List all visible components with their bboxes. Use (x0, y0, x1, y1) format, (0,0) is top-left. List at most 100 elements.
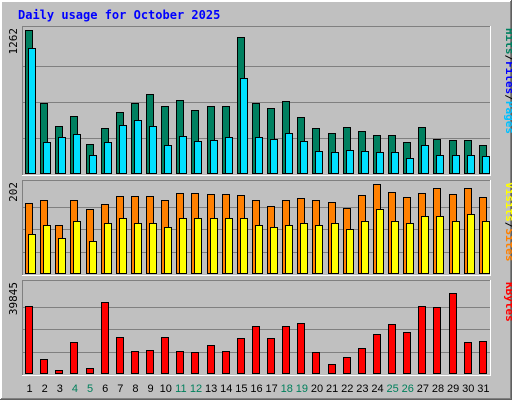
legend-part: Sites (503, 228, 512, 261)
chart-panels: 1262Hits/Files/Pages202Visits/Sites39845… (7, 26, 512, 376)
bar-visits-day-30 (467, 214, 475, 274)
bar-visits-day-20 (315, 225, 323, 274)
bar-files-day-24 (376, 152, 384, 174)
bar-files-day-12 (194, 141, 202, 174)
bar-visits-day-9 (149, 223, 157, 274)
bar-files-day-10 (164, 145, 172, 174)
bar-kbytes-day-23 (358, 348, 366, 374)
bar-visits-day-25 (391, 221, 399, 274)
day-label-15: 15 (235, 383, 247, 395)
bar-files-day-2 (43, 142, 51, 174)
bar-visits-day-31 (482, 221, 490, 274)
bar-visits-day-10 (164, 227, 172, 274)
day-label-22: 22 (341, 383, 353, 395)
day-label-6: 6 (102, 383, 108, 395)
bar-kbytes-day-27 (418, 306, 426, 374)
bar-files-day-8 (134, 120, 142, 174)
bar-files-day-14 (225, 137, 233, 174)
day-label-17: 17 (266, 383, 278, 395)
bar-files-day-3 (58, 137, 66, 174)
bar-kbytes-day-4 (70, 342, 78, 374)
bar-visits-day-29 (452, 221, 460, 274)
day-label-8: 8 (132, 383, 138, 395)
day-label-18: 18 (281, 383, 293, 395)
bar-files-day-4 (73, 134, 81, 174)
day-label-29: 29 (447, 383, 459, 395)
day-label-5: 5 (87, 383, 93, 395)
day-label-12: 12 (190, 383, 202, 395)
bar-visits-day-12 (194, 218, 202, 274)
bar-kbytes-day-7 (116, 337, 124, 374)
bar-visits-day-26 (406, 223, 414, 274)
bar-files-day-22 (346, 150, 354, 174)
bar-visits-day-23 (361, 221, 369, 274)
bar-visits-day-14 (225, 218, 233, 274)
day-label-24: 24 (371, 383, 383, 395)
bar-kbytes-day-9 (146, 350, 154, 374)
bar-visits-day-24 (376, 209, 384, 274)
bar-files-day-7 (119, 125, 127, 174)
bar-kbytes-day-22 (343, 357, 351, 374)
bar-kbytes-day-8 (131, 351, 139, 374)
panel-sites_visits: 202 Visits/Sites (7, 180, 512, 276)
day-label-11: 11 (175, 383, 186, 395)
day-label-1: 1 (27, 383, 33, 395)
bar-visits-day-5 (89, 241, 97, 274)
bar-kbytes-day-13 (207, 345, 215, 374)
bar-visits-day-13 (210, 218, 218, 274)
bar-visits-day-3 (58, 238, 66, 274)
legend-part: Hits (503, 28, 512, 55)
bar-files-day-18 (285, 133, 293, 174)
bar-kbytes-day-12 (191, 352, 199, 374)
bar-visits-day-19 (300, 223, 308, 274)
bar-files-day-16 (255, 137, 263, 174)
series-visits (28, 209, 490, 274)
bar-kbytes-day-3 (55, 370, 63, 374)
bar-files-day-19 (300, 141, 308, 174)
bar-files-day-20 (315, 151, 323, 174)
bar-kbytes-day-15 (237, 338, 245, 374)
bar-kbytes-day-29 (449, 293, 457, 374)
bar-kbytes-day-17 (267, 338, 275, 374)
bar-visits-day-17 (270, 227, 278, 274)
bar-kbytes-day-11 (176, 351, 184, 374)
legend-part: / (503, 94, 512, 101)
bar-kbytes-day-1 (25, 306, 33, 374)
day-label-16: 16 (250, 383, 262, 395)
bar-files-day-31 (482, 156, 490, 174)
chart-title: Daily usage for October 2025 (18, 8, 220, 22)
day-label-25: 25 (387, 383, 399, 395)
bar-files-day-17 (270, 139, 278, 174)
bar-kbytes-day-31 (479, 341, 487, 374)
day-label-10: 10 (160, 383, 172, 395)
day-label-2: 2 (42, 383, 48, 395)
day-label-4: 4 (72, 383, 78, 395)
legend-part: Pages (503, 101, 512, 134)
bar-files-day-29 (452, 155, 460, 174)
bar-visits-day-18 (285, 225, 293, 274)
series-legend-label: Hits/Files/Pages (503, 28, 512, 134)
bar-files-day-13 (210, 140, 218, 174)
legend-part: / (503, 222, 512, 229)
bar-kbytes-day-30 (464, 342, 472, 374)
bar-visits-day-22 (346, 229, 354, 274)
bar-files-day-15 (240, 78, 248, 174)
day-label-30: 30 (462, 383, 474, 395)
series-kbytes (25, 293, 487, 374)
y-max-label: 202 (7, 182, 20, 202)
bar-visits-day-8 (134, 223, 142, 274)
series-legend-label: Visits/Sites (503, 182, 512, 262)
bar-kbytes-day-10 (161, 337, 169, 374)
legend-part: Visits (503, 182, 512, 222)
bar-files-day-28 (436, 155, 444, 174)
bar-files-day-27 (421, 145, 429, 174)
bar-files-day-6 (104, 142, 112, 174)
bar-visits-day-21 (331, 223, 339, 274)
day-label-23: 23 (356, 383, 368, 395)
bar-kbytes-day-28 (433, 307, 441, 374)
bar-files-day-5 (89, 155, 97, 174)
bar-kbytes-day-16 (252, 326, 260, 374)
legend-part: / (503, 55, 512, 62)
